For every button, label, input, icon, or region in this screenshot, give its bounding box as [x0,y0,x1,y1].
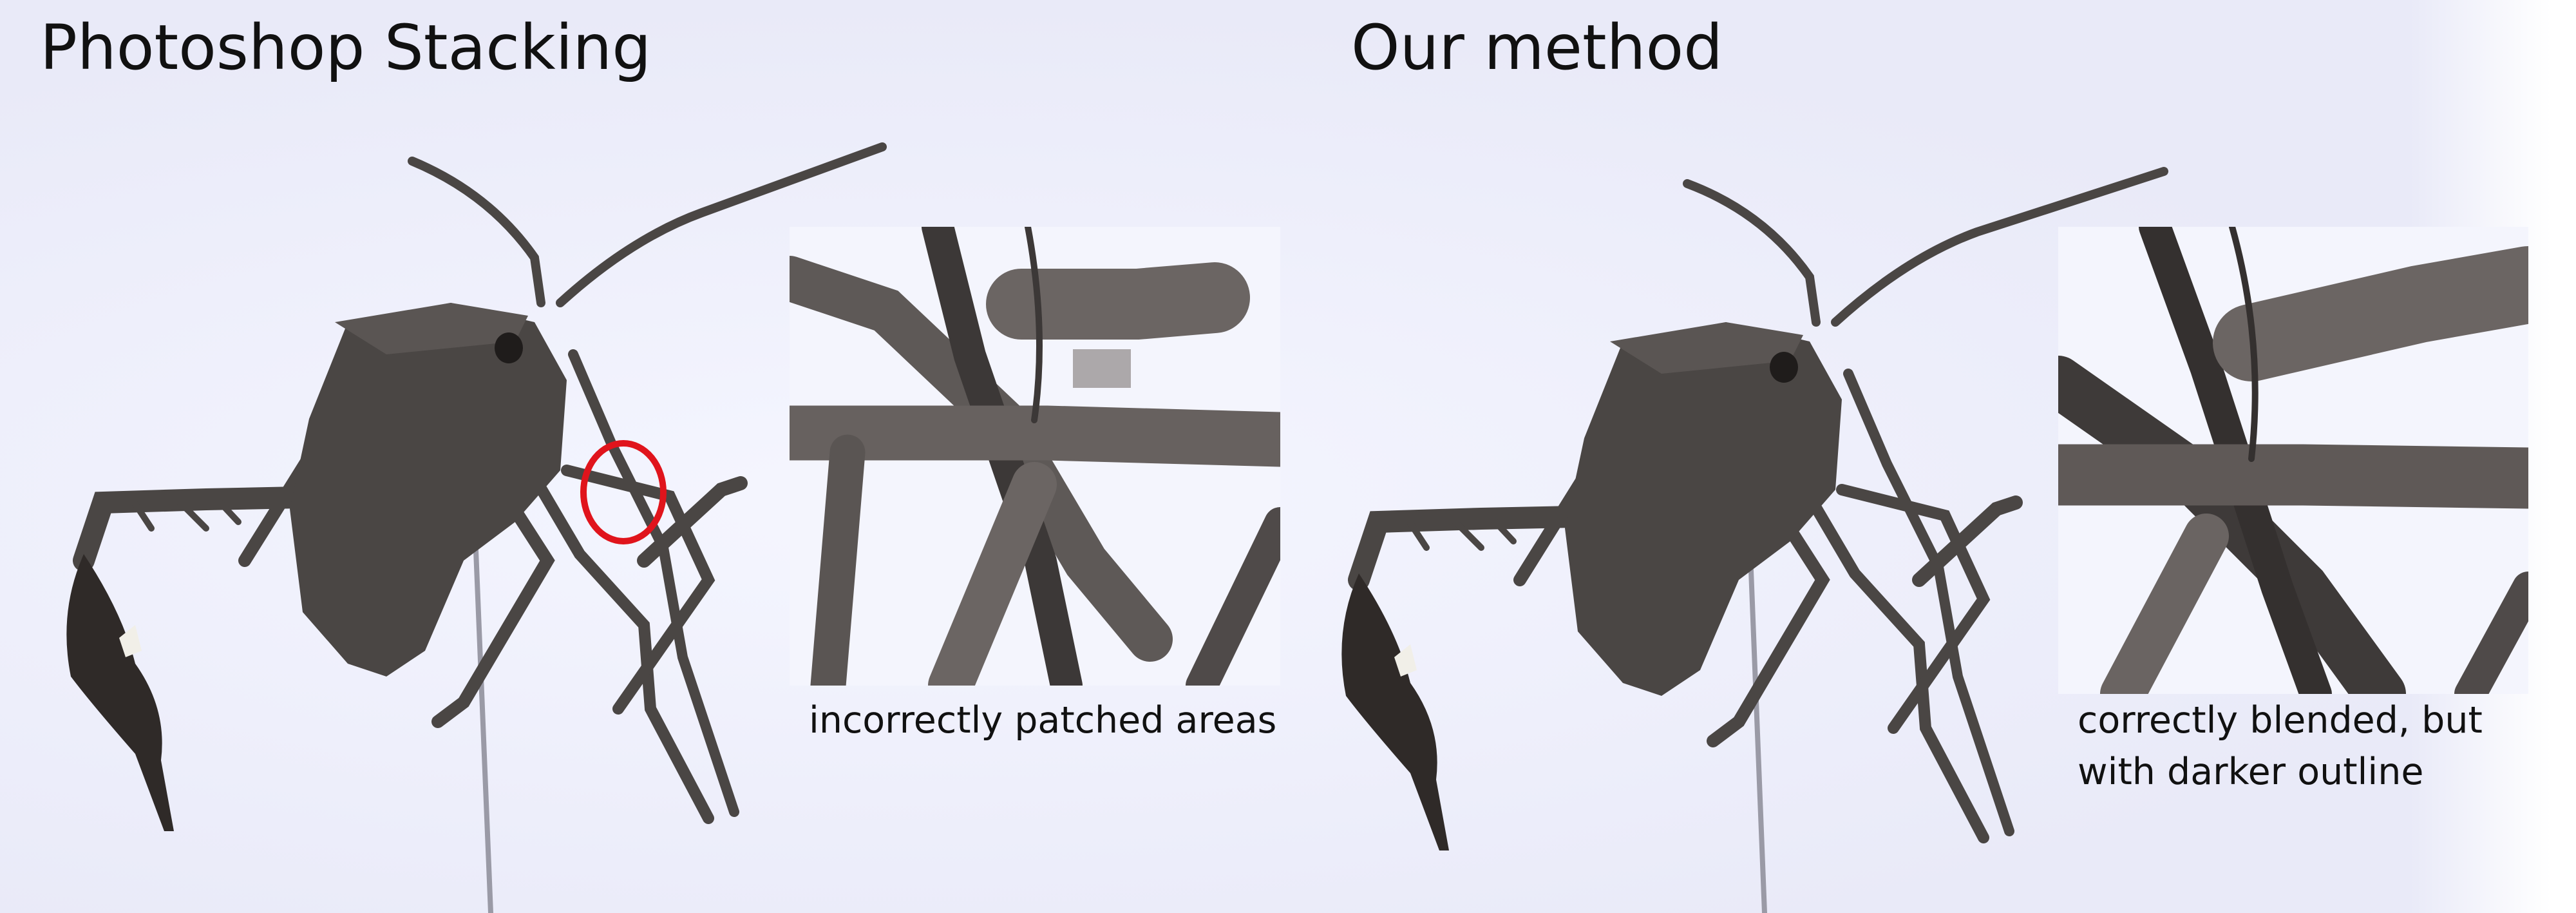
caption-line: incorrectly patched areas [809,699,1277,742]
zoom-inset-photoshop [790,227,1280,686]
caption-line: correctly blended, but [2078,699,2483,742]
zoomed-legs-photoshop [790,227,1280,686]
insect-photo-photoshop [0,110,934,913]
insect-illustration [66,142,887,913]
panel-title-our-method: Our method [1351,12,1723,84]
caption-our-method: correctly blended, but with darker outli… [2078,695,2483,798]
zoom-inset-our-method [2058,227,2528,694]
caption-photoshop: incorrectly patched areas [809,695,1276,746]
zoomed-legs-our-method [2058,227,2528,694]
insect-illustration [1341,167,2168,913]
caption-line: with darker outline [2078,751,2424,793]
patch-highlight-circle [580,440,667,544]
insect-photo-our-method [1275,110,2209,913]
panel-title-photoshop: Photoshop Stacking [40,12,652,84]
